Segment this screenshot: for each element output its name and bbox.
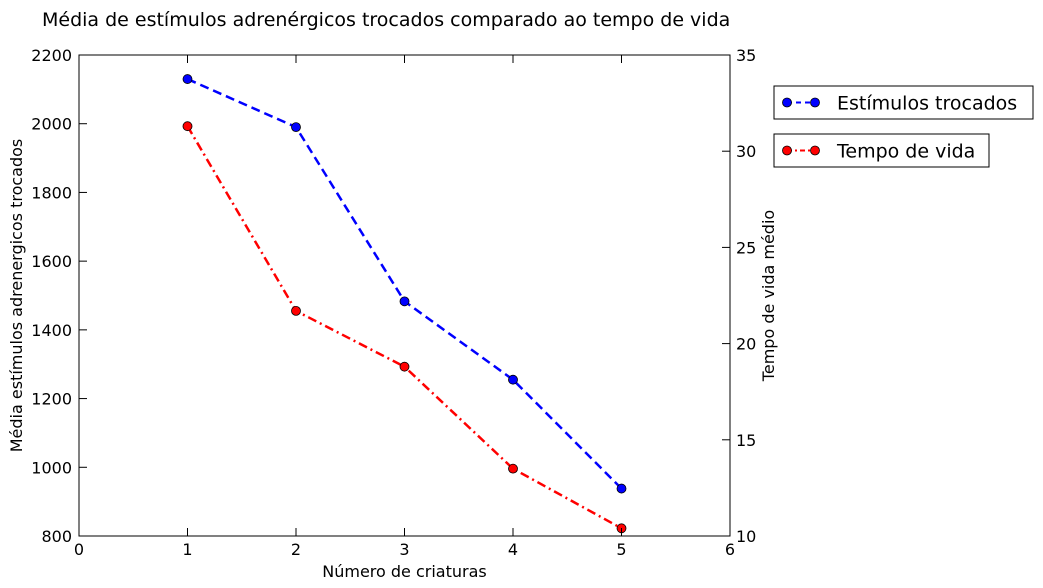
series-1-point bbox=[399, 296, 410, 307]
y-left-tick-label: 1800 bbox=[31, 183, 72, 202]
y-left-tick-label: 1000 bbox=[31, 458, 72, 477]
x-axis-label: Número de criaturas bbox=[322, 562, 486, 581]
series-1-point bbox=[616, 483, 627, 494]
series-line-2 bbox=[186, 125, 623, 530]
legend-marker bbox=[810, 97, 820, 108]
axes: 0 1 2 3 4 5 6 800 1000 1200 1400 1600 1800 2000 2200 10… bbox=[31, 46, 756, 559]
series-1-point bbox=[182, 74, 193, 84]
x-tick-label: 4 bbox=[508, 540, 518, 559]
legend-marker bbox=[810, 145, 820, 156]
plot-area bbox=[182, 74, 627, 534]
y-axis-label-right: Tempo de vida médio bbox=[759, 210, 778, 382]
y-right-tick-label: 15 bbox=[736, 431, 756, 450]
series-1-point bbox=[291, 122, 301, 133]
y-left-tick-label: 1600 bbox=[31, 252, 72, 271]
plot-frame bbox=[78, 54, 731, 537]
series-line-1 bbox=[186, 77, 623, 490]
series-1-point bbox=[508, 374, 518, 385]
y-right-tick-label: 35 bbox=[736, 46, 756, 65]
y-right-tick-label: 10 bbox=[736, 527, 756, 546]
series-2-point bbox=[182, 121, 193, 132]
y-axis-label-left: Média estímulos adrenergicos trocados bbox=[7, 139, 26, 453]
y-left-tick-label: 2000 bbox=[31, 115, 72, 134]
legend-label: Tempo de vida bbox=[836, 141, 975, 163]
y-left-tick-label: 1200 bbox=[31, 390, 72, 409]
y-right-tick-label: 25 bbox=[736, 238, 756, 257]
y-right-tick-label: 20 bbox=[736, 335, 756, 354]
series-2-point bbox=[508, 463, 518, 474]
x-tick-label: 2 bbox=[291, 540, 301, 559]
x-tick-label: 3 bbox=[399, 540, 409, 559]
x-tick-label: 1 bbox=[182, 540, 192, 559]
series-2-point bbox=[291, 305, 301, 316]
legend-marker bbox=[782, 145, 792, 156]
legend-entry-2: Tempo de vida bbox=[773, 133, 990, 168]
legend-entry-1: Estímulos trocados bbox=[773, 85, 1034, 120]
legend-marker bbox=[782, 97, 792, 108]
x-tick-label: 6 bbox=[725, 540, 735, 559]
x-tick-label: 5 bbox=[616, 540, 626, 559]
y-left-tick-label: 2200 bbox=[31, 46, 72, 65]
y-left-tick-label: 1400 bbox=[31, 321, 72, 340]
y-left-tick-label: 800 bbox=[41, 527, 72, 546]
series-2-point bbox=[399, 361, 410, 372]
legend-label: Estímulos trocados bbox=[837, 93, 1017, 115]
y-right-tick-label: 30 bbox=[736, 142, 756, 161]
x-tick-label: 0 bbox=[74, 540, 84, 559]
legend: Estímulos trocados Tempo de vida bbox=[773, 85, 1034, 168]
chart-title: Média de estímulos adrenérgicos trocados… bbox=[42, 9, 730, 31]
